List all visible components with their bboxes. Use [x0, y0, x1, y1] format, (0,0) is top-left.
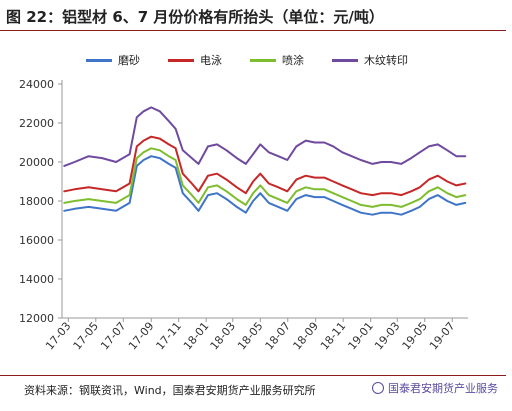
x-tick-label: 17-09 [126, 320, 157, 353]
x-tick-label: 19-03 [372, 320, 403, 353]
x-tick-label: 17-07 [98, 320, 129, 353]
x-tick-label: 18-09 [290, 320, 321, 353]
y-tick-label: 20000 [19, 156, 54, 169]
watermark-text: 国泰君安期货产业服务 [388, 382, 498, 395]
y-tick-label: 12000 [19, 312, 54, 325]
legend-swatch [332, 58, 358, 62]
watermark-logo-icon [372, 382, 384, 394]
x-tick-label: 17-05 [71, 320, 102, 353]
x-tick-label: 18-01 [181, 320, 212, 353]
legend-item: 木纹转印 [332, 52, 408, 68]
x-tick-label: 18-07 [263, 320, 294, 353]
x-tick-label: 19-07 [427, 320, 458, 353]
legend-swatch [168, 58, 194, 62]
chart-legend: 磨砂 电泳 喷涂 木纹转印 [86, 52, 408, 68]
y-tick-label: 22000 [19, 117, 54, 130]
figure-title: 图 22：铝型材 6、7 月份价格有所抬头（单位：元/吨） [6, 8, 384, 26]
legend-label: 磨砂 [118, 54, 140, 67]
watermark: 国泰君安期货产业服务 [372, 380, 498, 396]
legend-label: 电泳 [200, 54, 222, 67]
legend-label: 喷涂 [282, 54, 304, 67]
legend-swatch [86, 58, 112, 62]
legend-swatch [250, 58, 276, 62]
legend-label: 木纹转印 [364, 54, 408, 67]
x-tick-label: 18-11 [318, 320, 349, 353]
y-tick-label: 16000 [19, 234, 54, 247]
series-line [63, 106, 467, 167]
x-tick-label: 18-03 [208, 320, 239, 353]
series-line [63, 135, 467, 197]
x-tick-label: 18-05 [235, 320, 266, 353]
y-tick-label: 24000 [19, 78, 54, 91]
legend-item: 磨砂 [86, 52, 140, 68]
source-note: 资料来源：钢联资讯，Wind，国泰君安期货产业服务研究所 [24, 384, 316, 397]
series-line [63, 155, 467, 216]
legend-item: 喷涂 [250, 52, 304, 68]
series-line [63, 147, 467, 208]
title-rule [0, 30, 506, 31]
x-tick-label: 19-01 [345, 320, 376, 353]
price-chart: 1200014000160001800020000220002400017-03… [19, 78, 468, 353]
x-tick-label: 17-11 [153, 320, 184, 353]
y-tick-label: 14000 [19, 273, 54, 286]
x-tick-label: 19-05 [400, 320, 431, 353]
legend-item: 电泳 [168, 52, 222, 68]
source-rule [0, 375, 506, 376]
y-tick-label: 18000 [19, 195, 54, 208]
